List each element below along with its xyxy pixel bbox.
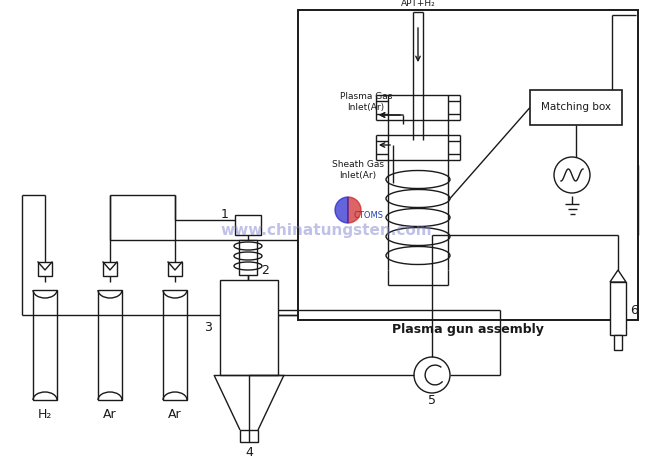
Wedge shape: [348, 197, 361, 223]
Bar: [33, 290, 57, 400]
Bar: [38, 262, 52, 276]
Wedge shape: [335, 197, 348, 223]
Bar: [98, 290, 122, 400]
Polygon shape: [614, 335, 622, 350]
Text: 2: 2: [261, 263, 269, 276]
Text: Sheath Gas
Inlet(Ar): Sheath Gas Inlet(Ar): [332, 160, 384, 180]
Bar: [103, 262, 117, 276]
Bar: [239, 240, 257, 275]
Text: 5: 5: [428, 394, 436, 408]
Text: www.chinatungsten.com: www.chinatungsten.com: [220, 223, 432, 237]
Text: 1: 1: [221, 208, 229, 222]
Bar: [240, 430, 258, 442]
Text: 6: 6: [630, 303, 638, 317]
Text: Matching box: Matching box: [541, 102, 611, 112]
Polygon shape: [610, 270, 626, 282]
Bar: [235, 215, 261, 235]
Text: H₂: H₂: [38, 408, 52, 420]
Bar: [298, 10, 638, 320]
Bar: [163, 290, 187, 400]
Bar: [530, 90, 622, 125]
Text: 4: 4: [245, 446, 253, 459]
Text: Ar: Ar: [103, 408, 117, 420]
Bar: [168, 262, 182, 276]
Polygon shape: [610, 282, 626, 335]
Text: Plasma gun assembly: Plasma gun assembly: [392, 324, 544, 336]
Text: CTOMS: CTOMS: [353, 211, 383, 219]
Text: Plasma Gas
Inlet(Ar): Plasma Gas Inlet(Ar): [340, 92, 393, 112]
Bar: [220, 280, 278, 375]
Text: Ar: Ar: [168, 408, 182, 420]
Text: 3: 3: [204, 321, 212, 334]
Text: APT+H₂: APT+H₂: [400, 0, 436, 8]
